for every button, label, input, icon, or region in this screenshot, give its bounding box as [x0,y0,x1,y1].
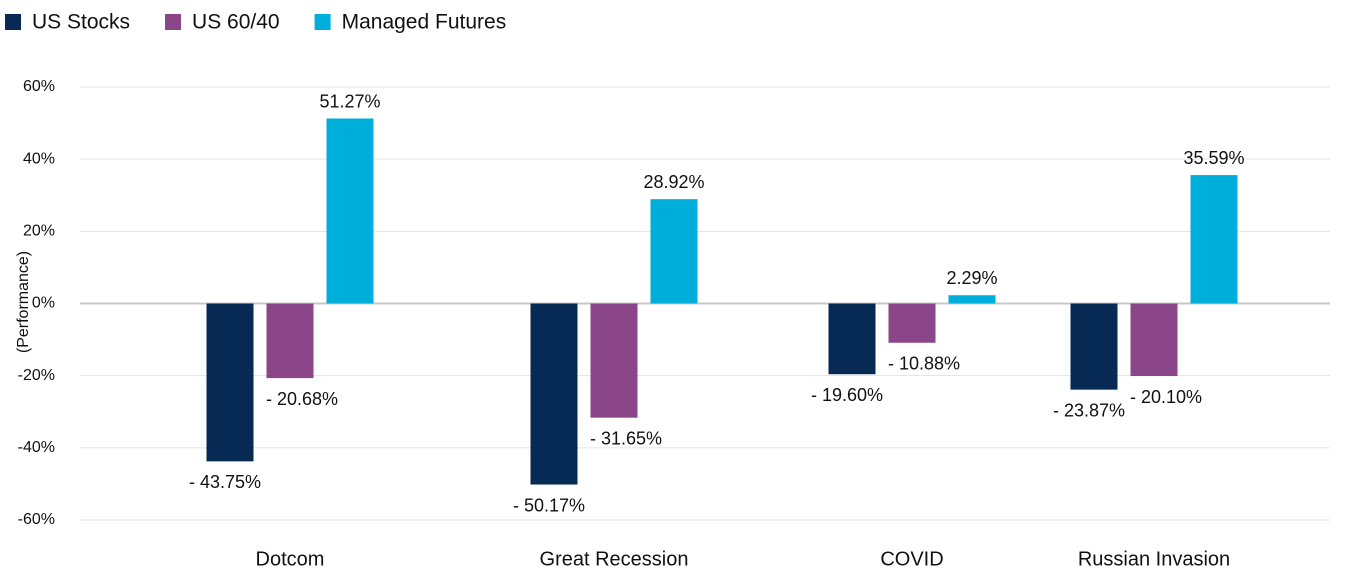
bar [828,303,876,375]
y-tick-label: 0% [32,295,55,312]
bar [206,303,254,462]
legend-swatch [5,14,21,30]
legend-label: Managed Futures [342,11,507,34]
legend-swatch [314,14,331,30]
x-tick-label: Russian Invasion [1078,548,1230,570]
bar [888,303,936,343]
y-tick-label: -40% [18,439,55,456]
y-axis-label: (Performance) [15,251,32,353]
bar [1130,303,1178,377]
legend-label: US Stocks [32,11,130,34]
value-label: - 20.10% [1130,387,1202,407]
value-label: - 43.75% [189,472,261,492]
value-label: - 10.88% [888,354,960,374]
bar [266,303,314,379]
value-label: 28.92% [643,172,704,192]
y-tick-label: -60% [18,511,55,528]
value-label: 35.59% [1183,148,1244,168]
bar [650,199,698,304]
x-tick-label: Dotcom [256,548,325,570]
value-label: - 19.60% [811,385,883,405]
x-tick-label: Great Recession [540,548,689,570]
y-tick-label: -20% [18,367,55,384]
bar [1190,175,1238,304]
value-label: - 23.87% [1053,400,1125,420]
value-label: 51.27% [319,91,380,111]
bar [948,295,996,304]
bar [590,303,638,418]
y-tick-label: 60% [23,78,55,95]
value-label: - 20.68% [266,389,338,409]
value-label: - 31.65% [590,428,662,448]
value-label: 2.29% [946,268,997,288]
x-tick-label: COVID [880,548,943,570]
legend-label: US 60/40 [192,11,280,34]
bar [326,118,374,304]
y-tick-label: 20% [23,223,55,240]
legend-swatch [165,14,182,30]
y-tick-label: 40% [23,150,55,167]
bar [530,303,578,485]
value-label: - 50.17% [513,495,585,515]
bar [1070,303,1118,390]
